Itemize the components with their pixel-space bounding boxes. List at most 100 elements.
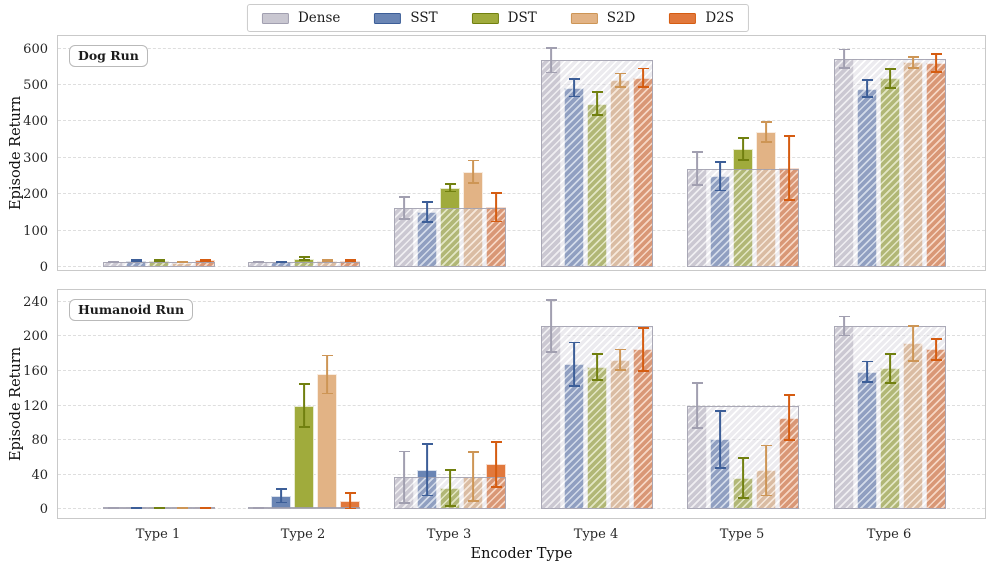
error-bar-cap: [467, 159, 479, 162]
x-tick-label: Type 3: [426, 527, 472, 542]
error-bar-line: [889, 67, 891, 89]
error-bar-line: [866, 79, 868, 99]
error-bar-cap: [884, 352, 896, 355]
error-bar-cap: [614, 86, 626, 88]
error-bar-line: [449, 182, 451, 193]
error-bar-cap: [907, 67, 919, 69]
error-bar-cap: [107, 260, 119, 263]
error-bar-cap: [545, 71, 557, 74]
error-bar-cap: [199, 506, 211, 509]
error-bar-cap: [444, 468, 456, 471]
error-bar-cap: [298, 383, 310, 385]
legend-swatch-icon: [261, 12, 289, 24]
y-tick-label: 600: [23, 41, 48, 57]
legend-label: DST: [507, 10, 537, 26]
error-bar-line: [619, 348, 621, 372]
error-bar-cap: [838, 48, 850, 51]
error-bar-d2s: [344, 259, 356, 262]
error-bar-line: [403, 450, 405, 505]
error-bar-d2s: [490, 441, 502, 488]
error-bar-cap: [714, 160, 726, 163]
error-bar-line: [280, 487, 282, 504]
error-bar-s2d: [907, 55, 919, 69]
error-bar-sst: [861, 79, 873, 99]
error-bar-line: [349, 492, 351, 510]
error-bar-cap: [907, 325, 919, 327]
error-bar-line: [912, 325, 914, 362]
error-bar-cap: [591, 352, 603, 355]
error-bar-dst: [153, 506, 165, 509]
error-bar-cap: [691, 427, 703, 429]
error-bar-dst: [298, 256, 310, 262]
legend: Dense SST DST S2D D2S: [246, 4, 750, 32]
dense-reference-band: [394, 208, 506, 268]
error-bar-cap: [490, 220, 502, 223]
error-bar-cap: [107, 506, 119, 509]
grid-line: [58, 370, 985, 372]
legend-item-dst: DST: [471, 10, 537, 26]
error-bar-line: [573, 78, 575, 98]
legend-label: S2D: [606, 10, 636, 26]
y-tick-label: 500: [23, 77, 48, 93]
error-bar-line: [495, 441, 497, 488]
error-bar-cap: [760, 444, 772, 447]
error-bar-line: [788, 394, 790, 442]
error-bar-cap: [884, 67, 896, 70]
error-bar-cap: [130, 260, 142, 262]
error-bar-cap: [490, 485, 502, 488]
error-bar-line: [843, 48, 845, 69]
error-bar-cap: [884, 382, 896, 384]
error-bar-cap: [298, 259, 310, 262]
error-bar-cap: [930, 358, 942, 361]
error-bar-s2d: [760, 121, 772, 144]
y-tick-label: 240: [23, 294, 48, 310]
error-bar-sst: [130, 506, 142, 509]
error-bar-cap: [691, 382, 703, 385]
error-bar-cap: [714, 189, 726, 192]
error-bar-cap: [153, 506, 165, 509]
error-bar-line: [426, 201, 428, 224]
error-bar-sst: [568, 341, 580, 387]
error-bar-s2d: [467, 159, 479, 184]
error-bar-cap: [930, 71, 942, 73]
error-bar-dense: [691, 382, 703, 429]
error-bar-d2s: [783, 135, 795, 201]
error-bar-sst: [568, 78, 580, 98]
error-bar-cap: [275, 501, 287, 504]
error-bar-line: [788, 135, 790, 201]
error-bar-line: [642, 67, 644, 88]
error-bar-cap: [861, 360, 873, 363]
error-bar-line: [619, 72, 621, 88]
error-bar-cap: [930, 338, 942, 340]
error-bar-dst: [153, 259, 165, 262]
legend-item-d2s: D2S: [669, 10, 734, 26]
error-bar-line: [889, 352, 891, 384]
error-bar-cap: [568, 341, 580, 344]
error-bar-s2d: [176, 506, 188, 509]
error-bar-cap: [838, 315, 850, 318]
error-bar-line: [326, 354, 328, 395]
x-tick-label: Type 5: [719, 527, 765, 542]
error-bar-cap: [783, 394, 795, 397]
error-bar-cap: [298, 426, 310, 429]
error-bar-cap: [298, 256, 310, 258]
legend-label: Dense: [297, 10, 341, 26]
error-bar-cap: [861, 381, 873, 384]
x-tick-label: Type 2: [280, 527, 326, 542]
error-bar-line: [935, 53, 937, 73]
error-bar-cap: [130, 259, 142, 261]
error-bar-line: [596, 352, 598, 381]
error-bar-d2s: [199, 258, 211, 262]
error-bar-line: [742, 457, 744, 499]
error-bar-dst: [591, 91, 603, 116]
panel-title: Humanoid Run: [69, 299, 194, 321]
error-bar-cap: [153, 259, 165, 262]
error-bar-cap: [838, 334, 850, 337]
grid-line: [58, 439, 985, 441]
error-bar-s2d: [467, 451, 479, 502]
error-bar-cap: [275, 487, 287, 490]
error-bar-dst: [444, 182, 456, 193]
bar-group-type-3: [394, 290, 506, 518]
y-tick-label: 100: [23, 223, 48, 239]
error-bar-cap: [252, 260, 264, 263]
